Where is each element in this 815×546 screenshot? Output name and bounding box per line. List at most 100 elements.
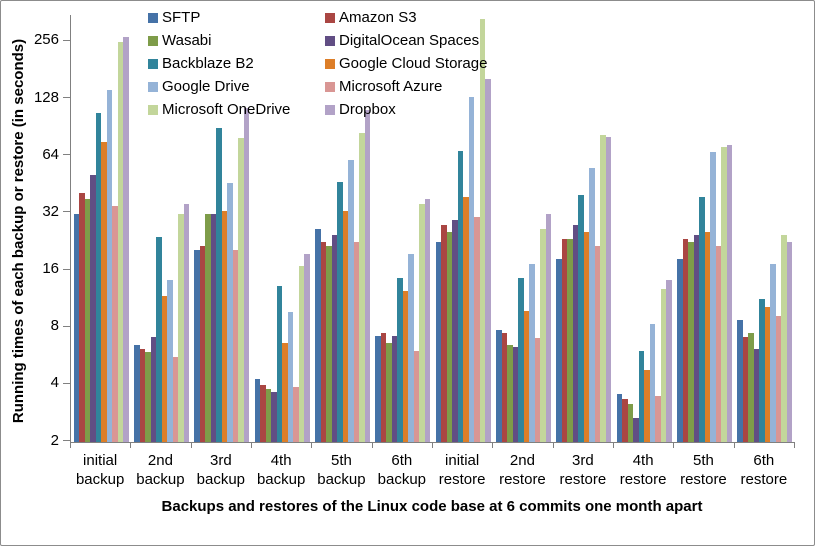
y-tick-label: 4 <box>50 374 59 392</box>
bar-google-drive <box>589 168 595 442</box>
bar-google-drive <box>287 311 294 442</box>
bar-google-cloud-storage <box>704 231 710 442</box>
x-category-label: 4th restore <box>613 451 673 489</box>
bar-google-cloud-storage <box>221 211 228 442</box>
bar-amazon-s3 <box>320 242 326 442</box>
bar-sftp <box>254 378 261 442</box>
x-category-label-line: backup <box>317 471 366 488</box>
bar-microsoft-onedrive <box>660 288 667 442</box>
bar-microsoft-onedrive <box>479 19 486 442</box>
bar-google-drive <box>770 263 776 442</box>
bar-microsoft-onedrive <box>540 228 546 442</box>
bar-backblaze-b2 <box>337 181 343 442</box>
bar-microsoft-azure <box>715 246 721 442</box>
x-axis-tick <box>130 443 132 448</box>
x-axis-tick <box>733 443 735 448</box>
x-axis-title: Backups and restores of the Linux code b… <box>161 498 703 515</box>
bar-amazon-s3 <box>742 336 749 442</box>
y-axis-tick <box>63 440 70 441</box>
x-category-label-line: restore <box>680 471 727 488</box>
x-axis-tick <box>613 443 614 448</box>
bar-microsoft-azure <box>594 246 601 442</box>
bar-microsoft-onedrive <box>117 41 124 442</box>
x-axis-tick <box>432 443 433 448</box>
bar-sftp <box>73 214 80 442</box>
x-axis-tick <box>190 443 192 448</box>
x-category-label-line: 6th <box>391 452 413 469</box>
bar-dropbox <box>243 108 250 442</box>
bar-sftp <box>677 258 683 442</box>
x-category-label-line: backup <box>136 471 185 488</box>
bar-google-cloud-storage <box>282 342 288 442</box>
x-axis-tick <box>371 443 373 448</box>
x-axis-tick <box>311 443 313 448</box>
bar-digitalocean-spaces <box>512 346 518 442</box>
y-axis-tick <box>63 211 70 213</box>
x-axis-tick <box>552 443 554 448</box>
bar-backblaze-b2 <box>638 350 645 442</box>
bar-amazon-s3 <box>682 238 688 442</box>
x-category-label-line: 3rd <box>209 452 232 469</box>
bar-amazon-s3 <box>441 225 447 442</box>
x-category-label-line: restore <box>499 471 546 488</box>
bar-wasabi <box>205 214 211 442</box>
x-category-label-line: backup <box>256 471 306 488</box>
x-axis-tick <box>251 443 252 448</box>
y-tick-label: 32 <box>42 202 59 220</box>
x-category-label-line: backup <box>377 471 427 488</box>
x-category-label: 3rd backup <box>191 451 251 489</box>
bar-sftp <box>435 242 442 442</box>
x-category-label: 5th restore <box>673 451 733 489</box>
x-category-label-line: 5th <box>331 452 352 469</box>
bar-wasabi <box>386 342 392 442</box>
y-axis-tick <box>63 382 70 384</box>
x-category-label-line: restore <box>619 471 667 488</box>
x-category-label-line: backup <box>75 471 125 488</box>
x-category-label-line: 5th <box>693 452 714 469</box>
bar-amazon-s3 <box>501 333 507 442</box>
bar-google-cloud-storage <box>463 197 469 442</box>
x-category-label: 5th backup <box>311 451 371 489</box>
bar-backblaze-b2 <box>276 285 283 442</box>
bar-amazon-s3 <box>79 193 85 442</box>
bar-dropbox <box>123 37 129 442</box>
bar-google-drive <box>106 89 113 442</box>
bar-microsoft-onedrive <box>238 137 244 442</box>
bar-google-drive <box>348 159 354 442</box>
bar-digitalocean-spaces <box>452 219 458 442</box>
bar-digitalocean-spaces <box>753 349 760 442</box>
bar-sftp <box>375 335 381 442</box>
y-tick-label: 8 <box>50 317 59 335</box>
bar-wasabi <box>688 242 694 442</box>
bar-dropbox <box>183 204 189 442</box>
bar-microsoft-azure <box>353 242 359 442</box>
x-category-label: initial restore <box>432 451 492 489</box>
x-axis-tick <box>794 443 795 448</box>
bar-digitalocean-spaces <box>693 235 699 442</box>
bar-microsoft-onedrive <box>359 132 365 442</box>
y-axis-tick <box>63 39 70 41</box>
bar-microsoft-azure <box>112 206 118 442</box>
x-category-label: 4th backup <box>251 451 311 489</box>
bar-microsoft-onedrive <box>600 134 606 442</box>
bar-wasabi <box>567 238 573 442</box>
bar-dropbox <box>364 109 370 442</box>
bar-microsoft-onedrive <box>178 214 184 442</box>
y-tick-label: 2 <box>50 431 59 449</box>
y-tick-label: 16 <box>42 260 59 278</box>
bar-microsoft-azure <box>413 350 420 442</box>
bar-google-cloud-storage <box>402 290 409 442</box>
bar-digitalocean-spaces <box>210 214 217 442</box>
bar-google-cloud-storage <box>523 310 529 442</box>
bar-digitalocean-spaces <box>90 174 96 442</box>
bar-google-cloud-storage <box>161 295 167 442</box>
bar-google-cloud-storage <box>583 231 590 442</box>
bar-sftp <box>556 258 562 442</box>
y-tick-label: 128 <box>33 88 59 106</box>
bar-backblaze-b2 <box>397 277 403 442</box>
bar-google-cloud-storage <box>101 142 107 442</box>
bar-sftp <box>315 228 321 442</box>
y-axis-tick <box>63 97 70 99</box>
bar-amazon-s3 <box>139 349 145 442</box>
